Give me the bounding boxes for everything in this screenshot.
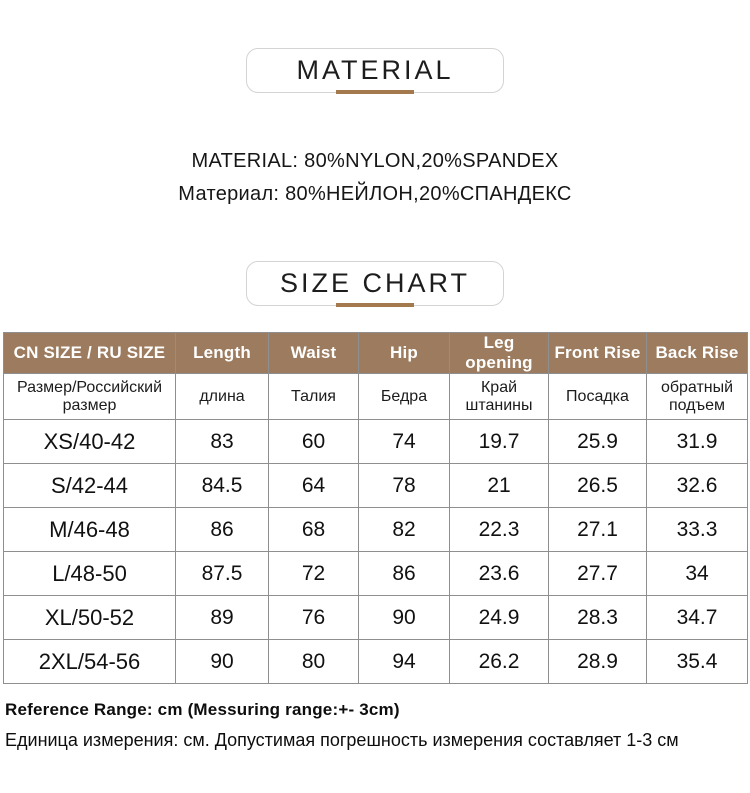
measurement-cell: 87.5: [175, 551, 269, 596]
size-label-cell: XL/50-52: [3, 595, 176, 640]
measurement-cell: 31.9: [646, 419, 748, 464]
material-badge-label: MATERIAL: [296, 55, 454, 85]
measurement-cell: 35.4: [646, 639, 748, 684]
column-subheader-1: длина: [175, 373, 269, 420]
column-header-6: Back Rise: [646, 332, 748, 374]
table-row-S/42-44: S/42-44 84.5 64 78 21 26.5 32.6: [3, 463, 748, 508]
size-label-cell: L/48-50: [3, 551, 176, 596]
measurement-cell: 27.1: [548, 507, 647, 552]
column-subheader-5: Посадка: [548, 373, 647, 420]
size-chart-badge-label: SIZE CHART: [279, 268, 471, 298]
column-header-1: Length: [175, 332, 269, 374]
measurement-cell: 72: [268, 551, 359, 596]
material-composition-ru: Материал: 80%НЕЙЛОН,20%СПАНДЕКС: [178, 183, 572, 205]
measurement-cell: 60: [268, 419, 359, 464]
size-label-cell: 2XL/54-56: [3, 639, 176, 684]
table-row-M/46-48: M/46-48 86 68 82 22.3 27.1 33.3: [3, 507, 748, 552]
measurement-cell: 83: [175, 419, 269, 464]
measurement-cell: 68: [268, 507, 359, 552]
table-header-row: CN SIZE / RU SIZE Length Waist Hip Leg openi…: [3, 332, 748, 374]
measurement-cell: 80: [268, 639, 359, 684]
size-chart-badge-accent-bar: [336, 303, 414, 307]
measurement-cell: 86: [358, 551, 450, 596]
column-subheader-0: Размер/Российский размер: [3, 373, 176, 420]
measurement-cell: 34: [646, 551, 748, 596]
table-row-L/48-50: L/48-50 87.5 72 86 23.6 27.7 34: [3, 551, 748, 596]
column-subheader-6: обратный подъем: [646, 373, 748, 420]
table-row-XS/40-42: XS/40-42 83 60 74 19.7 25.9 31.9: [3, 419, 748, 464]
measurement-cell: 84.5: [175, 463, 269, 508]
table-row-XL/50-52: XL/50-52 89 76 90 24.9 28.3 34.7: [3, 595, 748, 640]
size-label-cell: S/42-44: [3, 463, 176, 508]
material-composition-en: MATERIAL: 80%NYLON,20%SPANDEX: [191, 150, 559, 172]
size-label-cell: XS/40-42: [3, 419, 176, 464]
column-header-0: CN SIZE / RU SIZE: [3, 332, 176, 374]
measurement-cell: 82: [358, 507, 450, 552]
column-header-5: Front Rise: [548, 332, 647, 374]
measurement-cell: 21: [449, 463, 549, 508]
measurement-cell: 26.2: [449, 639, 549, 684]
measurement-cell: 90: [175, 639, 269, 684]
size-label-cell: M/46-48: [3, 507, 176, 552]
measurement-cell: 27.7: [548, 551, 647, 596]
measurement-cell: 64: [268, 463, 359, 508]
column-subheader-3: Бедра: [358, 373, 450, 420]
column-subheader-4: Край штанины: [449, 373, 549, 420]
measurement-cell: 34.7: [646, 595, 748, 640]
table-subheader-row: Размер/Российский размер длина Талия Бедра К…: [3, 373, 748, 420]
measurement-cell: 74: [358, 419, 450, 464]
measurement-cell: 26.5: [548, 463, 647, 508]
measurement-cell: 89: [175, 595, 269, 640]
measurement-cell: 24.9: [449, 595, 549, 640]
measurement-cell: 23.6: [449, 551, 549, 596]
column-header-4: Leg opening: [449, 332, 549, 374]
size-chart-section-badge: SIZE CHART: [246, 261, 504, 307]
column-subheader-2: Талия: [268, 373, 359, 420]
measurement-cell: 90: [358, 595, 450, 640]
measurement-cell: 28.9: [548, 639, 647, 684]
material-composition: MATERIAL: 80%NYLON,20%SPANDEX Материал: …: [0, 145, 750, 211]
measurement-cell: 32.6: [646, 463, 748, 508]
footer-notes: Reference Range: cm (Messuring range:+- …: [5, 700, 750, 751]
measurement-cell: 25.9: [548, 419, 647, 464]
size-chart-table-wrap: CN SIZE / RU SIZE Length Waist Hip Leg openi…: [3, 332, 748, 684]
measurement-cell: 94: [358, 639, 450, 684]
reference-range-ru: Единица измерения: см. Допустимая погреш…: [5, 730, 679, 750]
material-section-badge: MATERIAL: [246, 48, 504, 94]
measurement-cell: 22.3: [449, 507, 549, 552]
column-header-2: Waist: [268, 332, 359, 374]
table-row-2XL/54-56: 2XL/54-56 90 80 94 26.2 28.9 35.4: [3, 639, 748, 684]
reference-range-en: Reference Range: cm (Messuring range:+- …: [5, 700, 400, 719]
size-chart-table: CN SIZE / RU SIZE Length Waist Hip Leg openi…: [3, 332, 748, 684]
measurement-cell: 76: [268, 595, 359, 640]
measurement-cell: 19.7: [449, 419, 549, 464]
material-badge-accent-bar: [336, 90, 414, 94]
measurement-cell: 86: [175, 507, 269, 552]
measurement-cell: 78: [358, 463, 450, 508]
measurement-cell: 28.3: [548, 595, 647, 640]
measurement-cell: 33.3: [646, 507, 748, 552]
column-header-3: Hip: [358, 332, 450, 374]
